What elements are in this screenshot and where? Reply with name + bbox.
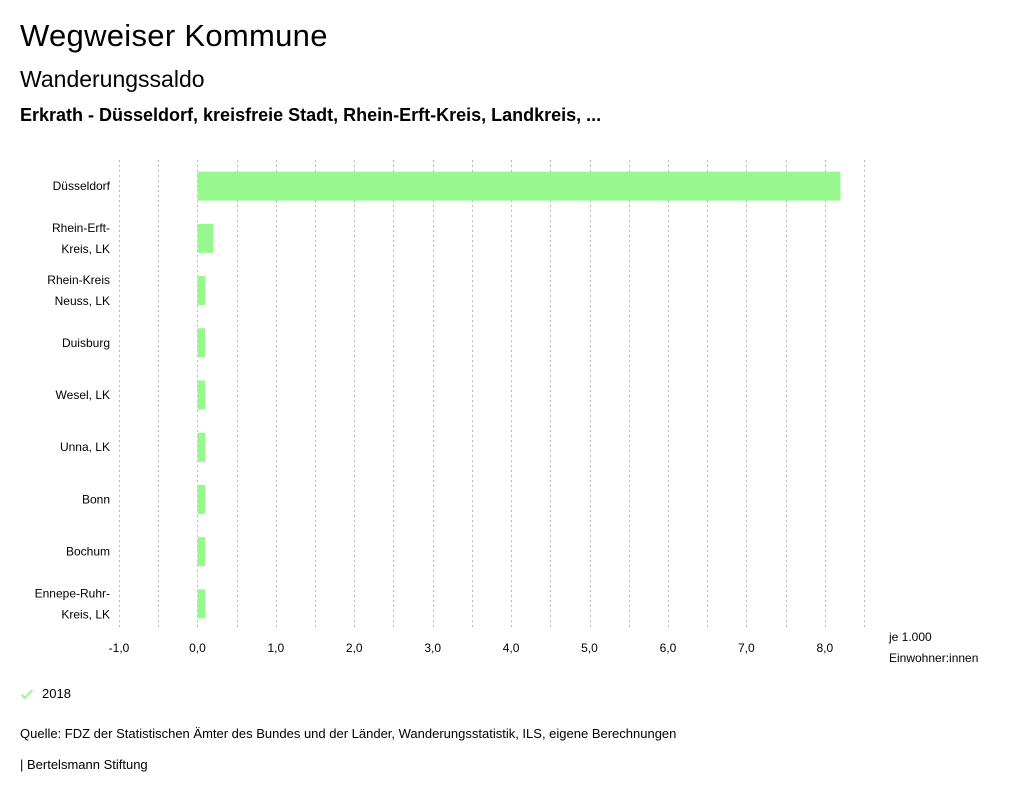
bar (197, 223, 214, 253)
category-label: Düsseldorf (53, 179, 111, 193)
category-label: Bochum (66, 545, 110, 559)
x-tick-label: 4,0 (503, 641, 520, 655)
bar-chart: -1,0 0,0 1,0 2,0 3,0 4,0 5,0 6,0 7,0 8,0 je 1.000 E… (35, 160, 978, 665)
x-axis-label: Einwohner:innen (889, 651, 978, 665)
category-label: Wesel, LK (56, 388, 110, 402)
brand-note: | Bertelsmann Stiftung (20, 757, 148, 772)
category-label: Ennepe-Ruhr- (35, 586, 110, 600)
page-title: Wegweiser Kommune (20, 18, 328, 53)
category-label: Rhein-Kreis (47, 273, 110, 287)
bar (197, 276, 206, 306)
legend[interactable]: 2018 (20, 686, 71, 701)
category-label: Kreis, LK (61, 242, 110, 256)
x-tick-label: 7,0 (738, 641, 755, 655)
category-label: Bonn (82, 492, 110, 506)
bar (197, 328, 206, 358)
category-label: Duisburg (62, 336, 110, 350)
x-tick-label: 5,0 (581, 641, 598, 655)
bar (197, 484, 206, 514)
x-tick-label: 2,0 (346, 641, 363, 655)
category-label: Rhein-Erft- (52, 221, 110, 235)
source-note: Quelle: FDZ der Statistischen Ämter des … (20, 726, 677, 741)
x-tick-label: 0,0 (189, 641, 206, 655)
x-tick-label: 1,0 (267, 641, 284, 655)
check-icon (20, 688, 34, 699)
category-label: Unna, LK (60, 440, 110, 454)
legend-label: 2018 (42, 686, 71, 701)
x-tick-label: -1,0 (109, 641, 130, 655)
x-tick-label: 3,0 (424, 641, 441, 655)
x-tick-label: 8,0 (816, 641, 833, 655)
category-label: Kreis, LK (61, 607, 110, 621)
chart-subtitle: Wanderungssaldo (20, 66, 205, 92)
bar (197, 171, 841, 201)
bar (197, 380, 206, 410)
x-tick-label: 6,0 (660, 641, 677, 655)
region-title: Erkrath - Düsseldorf, kreisfreie Stadt, … (20, 105, 602, 125)
bar (197, 589, 206, 619)
bar (197, 537, 206, 567)
x-axis-label: je 1.000 (888, 630, 932, 644)
category-label: Neuss, LK (55, 294, 110, 308)
bar (197, 432, 206, 462)
